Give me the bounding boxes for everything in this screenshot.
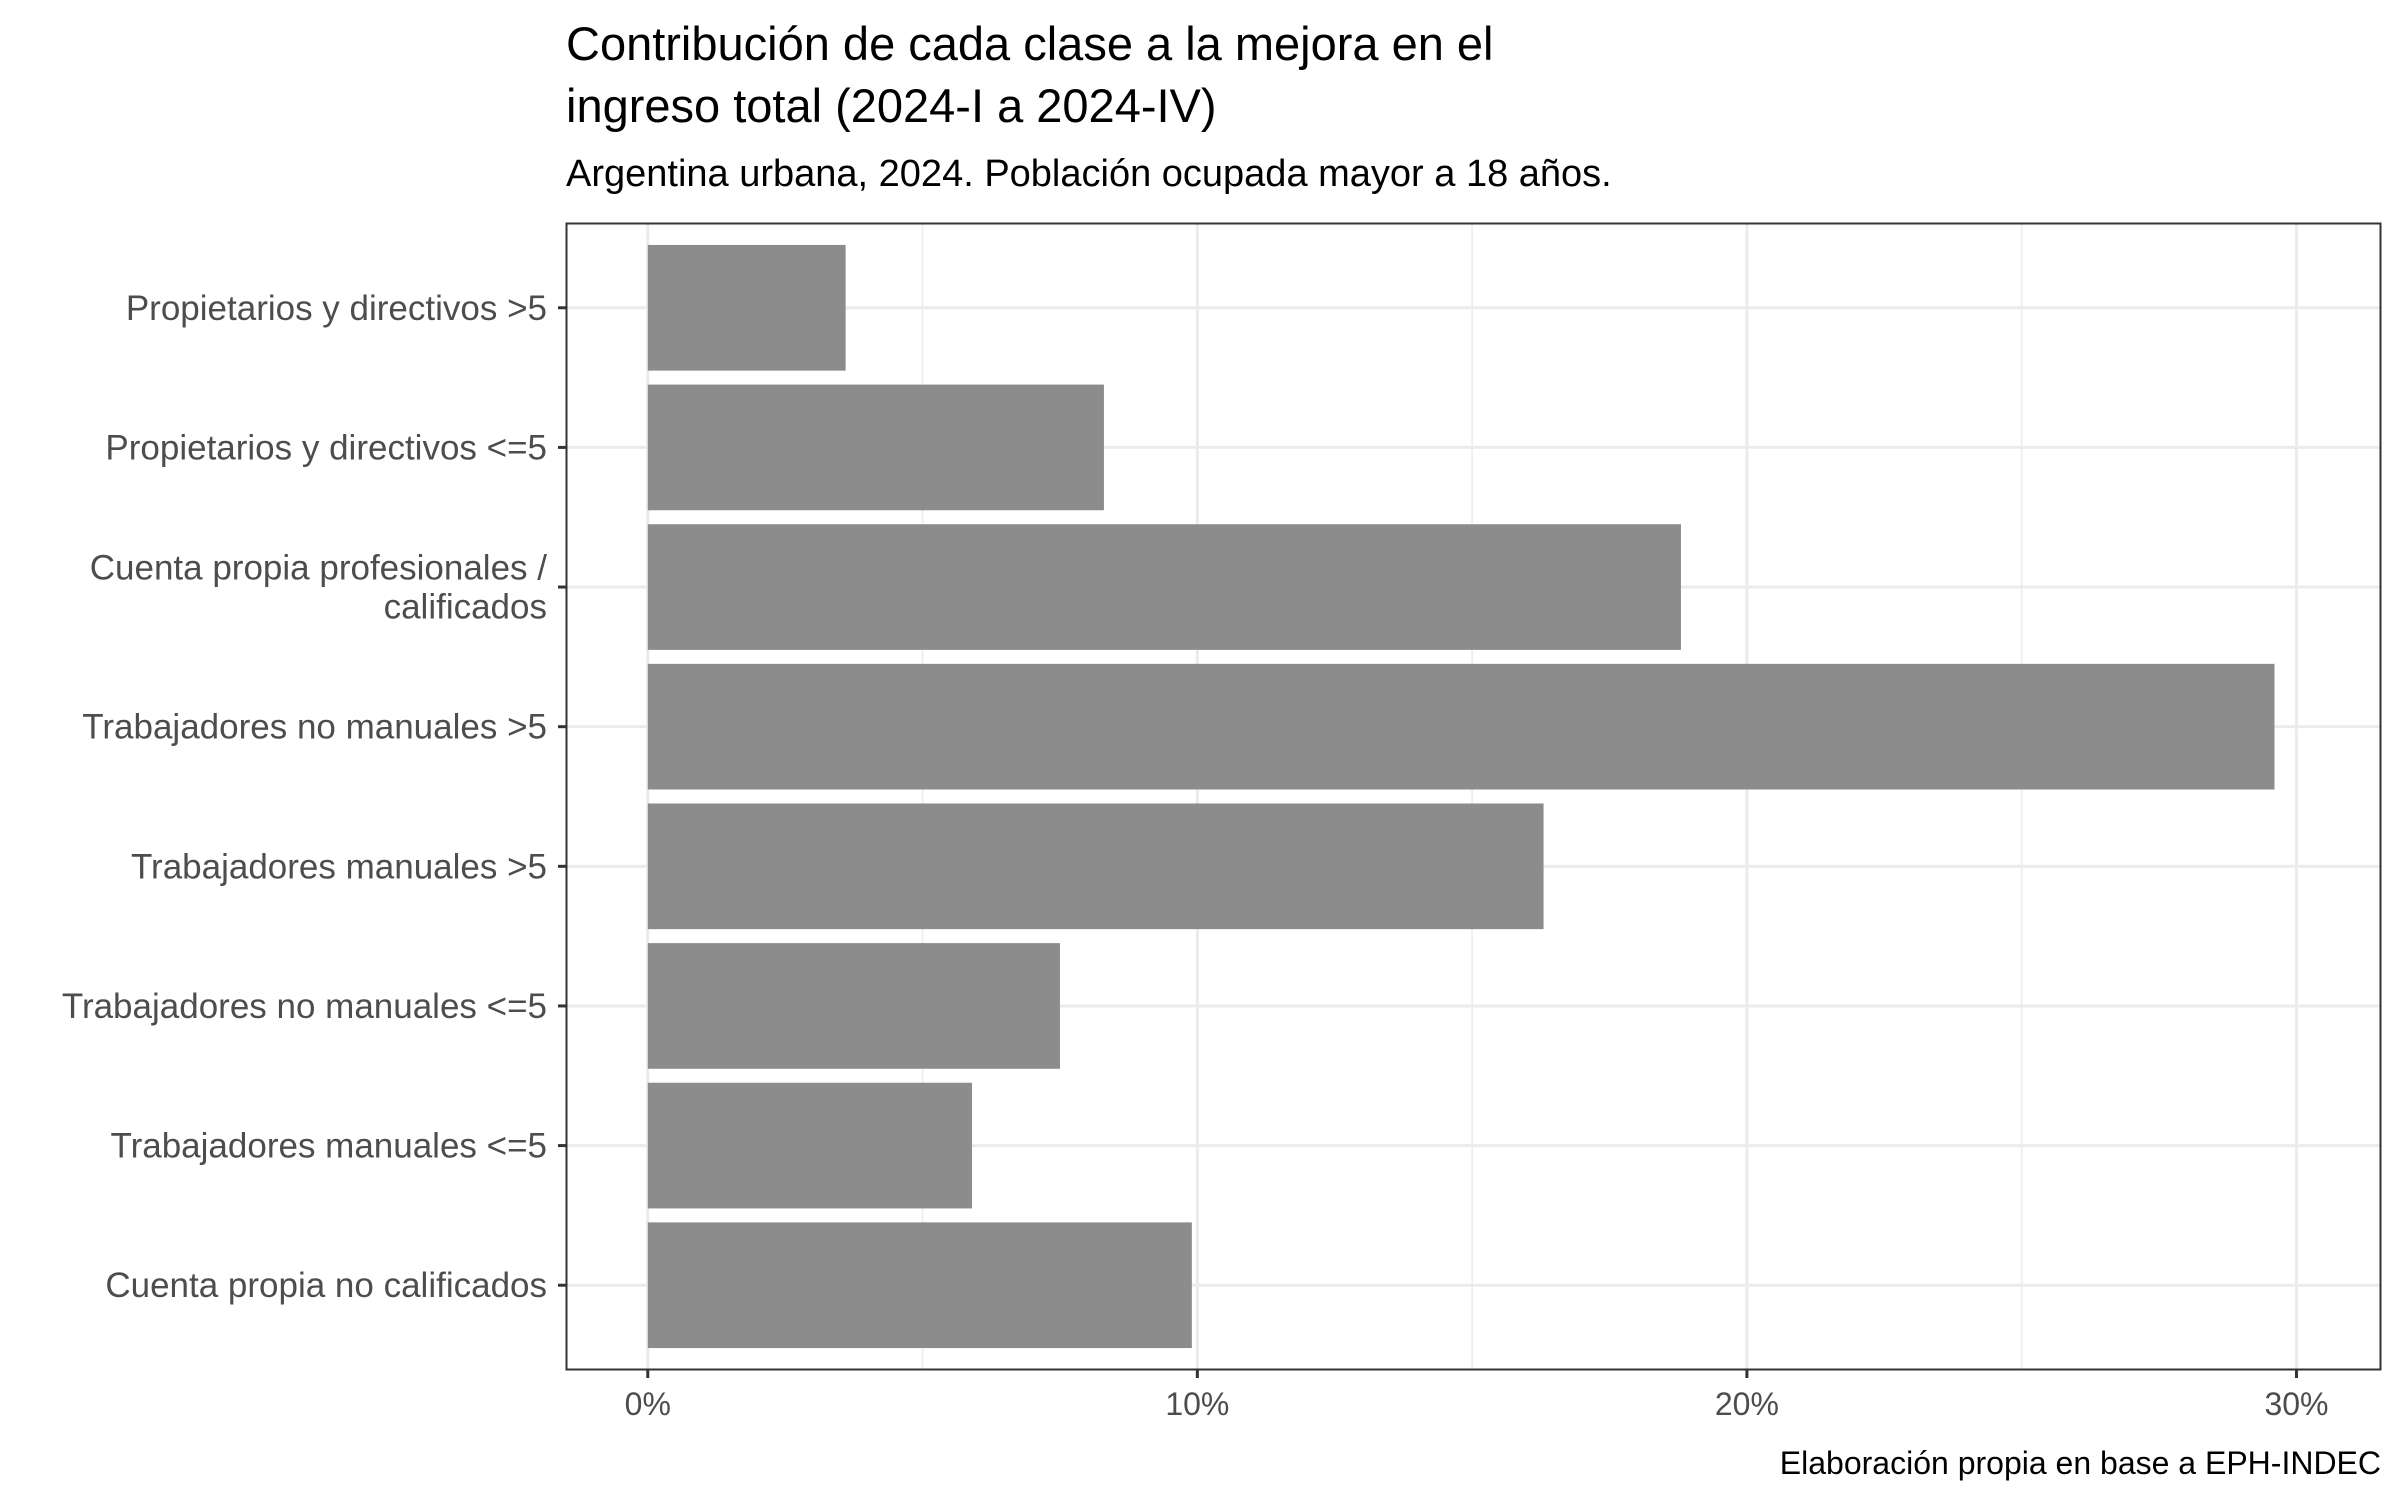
bar xyxy=(647,1222,1192,1349)
x-tick-label: 0% xyxy=(625,1386,671,1422)
plot-panel-border xyxy=(565,222,2382,1371)
y-tick-label: Trabajadores no manuales >5 xyxy=(82,708,547,747)
y-tick-label: Propietarios y directivos <=5 xyxy=(105,428,547,467)
bar xyxy=(647,663,2275,790)
x-tick-label: 20% xyxy=(1715,1386,1779,1422)
y-tick-label: Trabajadores manuales >5 xyxy=(131,847,547,886)
plot-bars xyxy=(647,244,2275,1349)
y-tick-label: Cuenta propia profesionales / xyxy=(90,549,548,588)
x-tick-label: 30% xyxy=(2264,1386,2328,1422)
y-tick-label: Propietarios y directivos >5 xyxy=(126,289,547,328)
bar xyxy=(647,943,1060,1069)
y-tick-label: Trabajadores no manuales <=5 xyxy=(62,987,547,1026)
chart-title-line-1: Contribución de cada clase a la mejora e… xyxy=(566,17,1494,70)
x-tick-label: 10% xyxy=(1165,1386,1229,1422)
y-tick-label: Cuenta propia no calificados xyxy=(105,1266,547,1305)
bar xyxy=(647,244,846,371)
y-tick-label: Trabajadores manuales <=5 xyxy=(111,1127,547,1166)
chart-caption: Elaboración propia en base a EPH-INDEC xyxy=(1780,1445,2381,1481)
chart-title-line-2: ingreso total (2024-I a 2024-IV) xyxy=(566,79,1217,132)
x-axis: 0% 10% 20% 30% xyxy=(625,1369,2328,1422)
y-axis: Propietarios y directivos >5 Propietarios… xyxy=(62,289,567,1305)
y-tick-label: calificados xyxy=(384,588,547,627)
bar xyxy=(647,803,1544,930)
bar xyxy=(647,524,1681,650)
bar xyxy=(647,384,1104,511)
chart-subtitle: Argentina urbana, 2024. Población ocupad… xyxy=(566,153,1612,195)
bar xyxy=(647,1082,973,1209)
